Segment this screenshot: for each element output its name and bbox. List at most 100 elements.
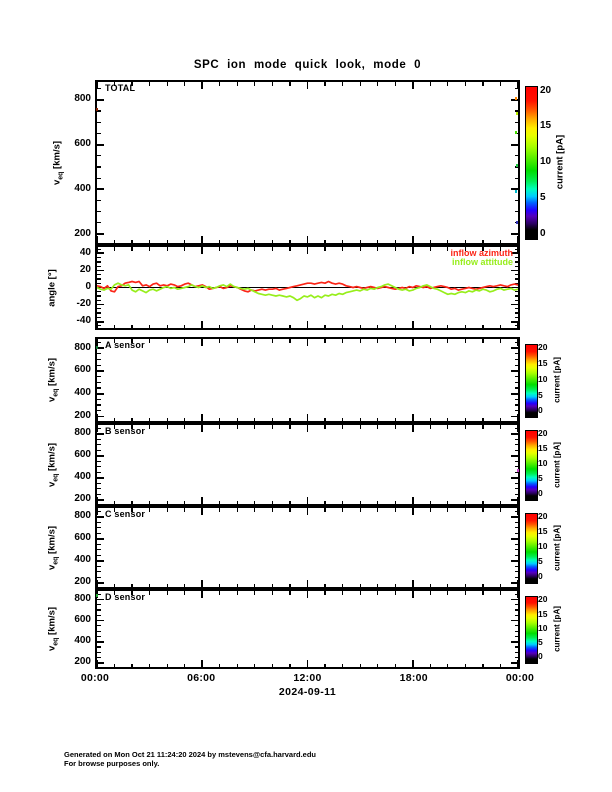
axis-tick — [254, 508, 256, 512]
axis-tick — [97, 593, 101, 595]
axis-tick — [482, 339, 484, 343]
axis-tick — [377, 663, 379, 667]
axis-tick — [514, 261, 518, 263]
axis-tick — [219, 82, 221, 86]
axis-tick — [514, 199, 518, 202]
axis-tick — [514, 646, 518, 648]
axis-tick — [499, 239, 502, 243]
axis-tick — [447, 239, 449, 243]
y-tick-label: 400 — [74, 182, 91, 194]
axis-tick — [271, 663, 273, 667]
axis-tick — [464, 583, 466, 587]
axis-tick — [149, 583, 151, 587]
axis-tick — [289, 583, 291, 587]
axis-tick — [166, 500, 168, 504]
series-line-inflow-azimuth — [97, 280, 518, 293]
axis-tick — [411, 497, 414, 504]
axis-tick — [514, 543, 518, 545]
axis-tick — [97, 438, 101, 440]
axis-tick — [97, 510, 101, 512]
axis-tick — [514, 248, 518, 250]
axis-tick — [236, 339, 238, 343]
axis-tick — [236, 239, 238, 243]
axis-tick — [201, 660, 204, 667]
axis-tick — [514, 493, 518, 495]
axis-tick — [97, 347, 104, 349]
axis-tick — [149, 239, 151, 243]
axis-tick — [511, 498, 518, 501]
axis-tick — [324, 583, 326, 587]
axis-tick — [447, 247, 449, 251]
axis-tick — [131, 247, 133, 251]
axis-tick — [306, 580, 309, 587]
panel-a: A sensor — [95, 337, 520, 423]
y-tick-label: 200 — [74, 227, 91, 239]
y-tick-label: 200 — [74, 656, 91, 668]
v-units: [km/s] — [46, 357, 58, 389]
axis-tick — [411, 414, 414, 421]
axis-tick — [514, 510, 518, 512]
axis-tick — [97, 261, 101, 263]
axis-tick — [97, 358, 101, 361]
axis-tick — [517, 497, 519, 504]
axis-tick — [411, 321, 414, 328]
axis-tick — [219, 663, 221, 667]
axis-tick — [447, 425, 449, 429]
axis-tick — [447, 500, 449, 504]
y-tick-label: 800 — [74, 427, 91, 439]
axis-tick — [394, 82, 396, 86]
axis-tick — [514, 614, 518, 616]
colorbar-tick-label: 0 — [538, 571, 543, 582]
axis-tick — [289, 500, 291, 504]
v-symbol: v — [46, 396, 58, 403]
axis-tick — [429, 324, 431, 328]
v-subscript: eq — [52, 388, 60, 397]
axis-tick — [341, 425, 344, 429]
axis-tick — [219, 591, 221, 595]
axis-tick — [289, 591, 291, 595]
colorbar-tick-label: 15 — [538, 526, 548, 537]
axis-tick — [166, 663, 168, 667]
axis-tick — [514, 398, 518, 400]
axis-tick — [514, 651, 518, 653]
axis-tick — [97, 299, 101, 301]
axis-tick — [97, 312, 101, 314]
legend-inflow-azimuth: inflow azimuth — [450, 248, 514, 258]
axis-tick — [341, 247, 344, 251]
axis-tick — [514, 375, 518, 378]
axis-tick — [97, 449, 101, 451]
axis-tick — [97, 269, 104, 272]
colorbar-tick-label: 20 — [538, 594, 548, 605]
axis-tick — [97, 392, 104, 395]
axis-tick — [341, 500, 344, 504]
axis-tick — [464, 508, 466, 512]
axis-tick — [254, 591, 256, 595]
y-axis-label: veq [km/s] — [47, 358, 60, 402]
data-speck — [515, 97, 517, 100]
axis-tick — [271, 583, 273, 587]
axis-tick — [236, 82, 238, 86]
axis-tick — [131, 239, 133, 243]
v-subscript: eq — [57, 171, 65, 180]
axis-tick — [219, 425, 221, 429]
axis-tick — [236, 663, 238, 667]
axis-tick — [97, 559, 104, 562]
axis-tick — [201, 82, 204, 89]
axis-tick — [113, 663, 116, 667]
y-tick-label: 400 — [74, 554, 91, 566]
axis-tick — [219, 239, 221, 243]
axis-tick — [97, 630, 101, 632]
axis-tick — [482, 583, 484, 587]
v-units: [km/s] — [46, 606, 58, 638]
axis-tick — [97, 482, 101, 484]
axis-tick — [514, 404, 518, 406]
axis-tick — [271, 247, 273, 251]
axis-tick — [166, 82, 168, 86]
axis-tick — [131, 82, 133, 86]
y-tick-label: 40 — [79, 246, 91, 258]
axis-tick — [341, 583, 344, 587]
x-tick-label: 18:00 — [399, 672, 428, 684]
axis-tick — [97, 471, 101, 473]
axis-tick — [184, 82, 186, 86]
axis-tick — [429, 417, 431, 421]
